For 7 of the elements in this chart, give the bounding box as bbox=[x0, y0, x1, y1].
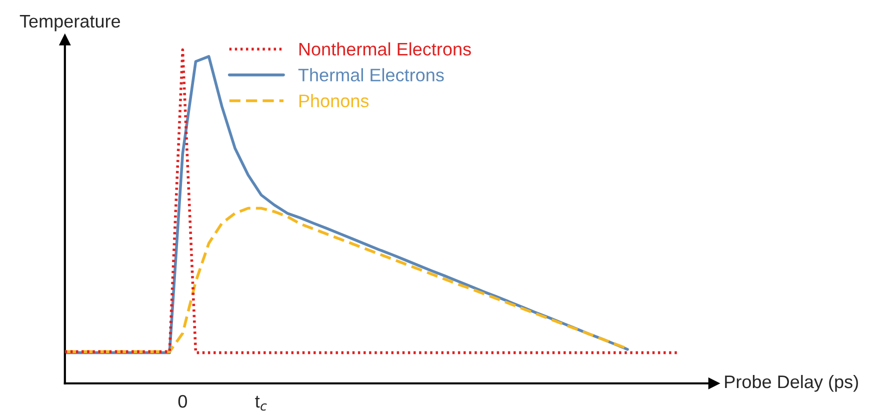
x-tick-label: t$_{c}$ bbox=[255, 396, 267, 411]
x-axis-title: Probe Delay (ps) bbox=[725, 374, 858, 392]
legend-label: Nonthermal Electrons bbox=[299, 42, 471, 56]
x-tick-label: 0 bbox=[178, 394, 187, 408]
legend-label: Phonons bbox=[299, 94, 369, 108]
y-axis-title: Temperature bbox=[20, 15, 120, 32]
legend-label: Thermal Electrons bbox=[298, 68, 444, 82]
